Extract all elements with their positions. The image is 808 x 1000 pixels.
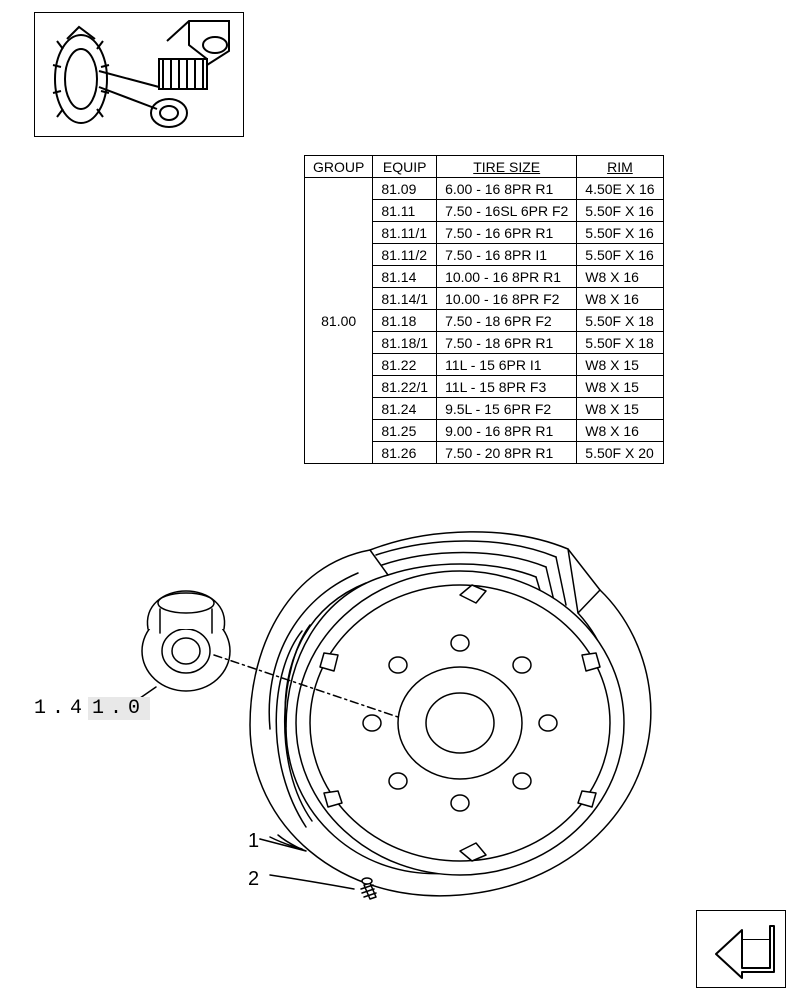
rim-cell: 5.50F X 16 (577, 200, 663, 222)
rim-cell: W8 X 16 (577, 288, 663, 310)
rim-cell: W8 X 16 (577, 420, 663, 442)
callout-valve: 2 (248, 868, 259, 891)
tire-cell: 9.5L - 15 6PR F2 (437, 398, 577, 420)
ref-boxed: 1.0 (88, 697, 150, 720)
equip-cell: 81.24 (373, 398, 437, 420)
col-header-equip: EQUIP (373, 156, 437, 178)
rim-cell: W8 X 15 (577, 398, 663, 420)
tractor-icon-box (34, 12, 244, 137)
tire-cell: 7.50 - 16 6PR R1 (437, 222, 577, 244)
equip-cell: 81.09 (373, 178, 437, 200)
wheel-diagram (130, 505, 690, 935)
tire-cell: 10.00 - 16 8PR R1 (437, 266, 577, 288)
rim-cell: W8 X 16 (577, 266, 663, 288)
equip-cell: 81.22/1 (373, 376, 437, 398)
back-arrow-icon (702, 916, 780, 982)
callout-wheel: 1 (248, 830, 259, 853)
group-cell: 81.00 (305, 178, 373, 464)
tire-cell: 7.50 - 16 8PR I1 (437, 244, 577, 266)
rim-cell: W8 X 15 (577, 376, 663, 398)
rim-cell: W8 X 15 (577, 354, 663, 376)
rim-cell: 5.50F X 18 (577, 310, 663, 332)
equip-cell: 81.14 (373, 266, 437, 288)
table-body: 81.0081.096.00 - 16 8PR R14.50E X 1681.1… (305, 178, 664, 464)
rim-cell: 4.50E X 16 (577, 178, 663, 200)
equip-cell: 81.18/1 (373, 332, 437, 354)
table-header-row: GROUP EQUIP TIRE SIZE RIM (305, 156, 664, 178)
equip-cell: 81.11/2 (373, 244, 437, 266)
equip-cell: 81.18 (373, 310, 437, 332)
equip-cell: 81.11 (373, 200, 437, 222)
back-icon-box[interactable] (696, 910, 786, 988)
equip-cell: 81.25 (373, 420, 437, 442)
equip-cell: 81.14/1 (373, 288, 437, 310)
rim-cell: 5.50F X 20 (577, 442, 663, 464)
tire-cell: 7.50 - 16SL 6PR F2 (437, 200, 577, 222)
tire-cell: 7.50 - 18 6PR F2 (437, 310, 577, 332)
col-header-tire: TIRE SIZE (437, 156, 577, 178)
tire-cell: 7.50 - 20 8PR R1 (437, 442, 577, 464)
tire-cell: 10.00 - 16 8PR F2 (437, 288, 577, 310)
tire-size-table: GROUP EQUIP TIRE SIZE RIM 81.0081.096.00… (304, 155, 664, 464)
equip-cell: 81.26 (373, 442, 437, 464)
hub-ref-label: 1.41.0 (34, 697, 150, 720)
tire-cell: 6.00 - 16 8PR R1 (437, 178, 577, 200)
col-header-rim: RIM (577, 156, 663, 178)
rim-cell: 5.50F X 18 (577, 332, 663, 354)
tire-cell: 9.00 - 16 8PR R1 (437, 420, 577, 442)
table-row: 81.0081.096.00 - 16 8PR R14.50E X 16 (305, 178, 664, 200)
rim-cell: 5.50F X 16 (577, 222, 663, 244)
tire-cell: 11L - 15 8PR F3 (437, 376, 577, 398)
tire-cell: 11L - 15 6PR I1 (437, 354, 577, 376)
equip-cell: 81.11/1 (373, 222, 437, 244)
ref-prefix: 1.4 (34, 697, 88, 720)
col-header-group: GROUP (305, 156, 373, 178)
tractor-front-icon (39, 17, 239, 132)
equip-cell: 81.22 (373, 354, 437, 376)
tire-cell: 7.50 - 18 6PR R1 (437, 332, 577, 354)
rim-cell: 5.50F X 16 (577, 244, 663, 266)
